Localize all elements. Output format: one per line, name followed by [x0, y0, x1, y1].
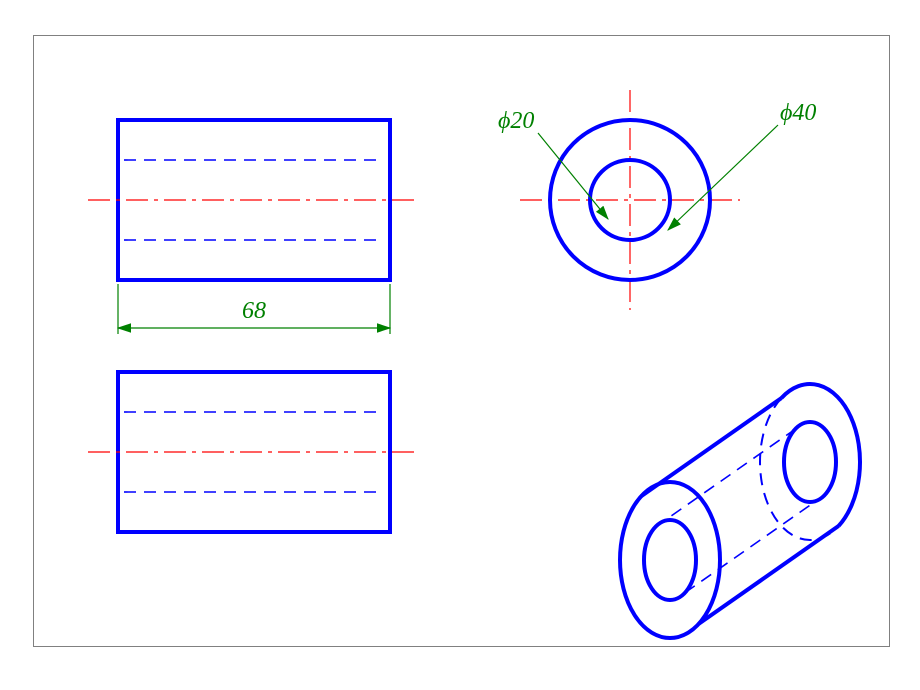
- drawing-svg: 68 ϕ20 ϕ40: [0, 0, 920, 690]
- label-d20: ϕ20: [498, 108, 534, 134]
- hidden-line: [655, 429, 795, 527]
- iso-back-outer-visible: [781, 384, 860, 526]
- outline: [644, 520, 696, 600]
- outline: [784, 422, 836, 502]
- drawing-canvas: 68 ϕ20 ϕ40: [0, 0, 920, 690]
- label-d40: ϕ40: [780, 100, 816, 126]
- dim-value-length: 68: [242, 298, 266, 324]
- outline: [620, 482, 720, 638]
